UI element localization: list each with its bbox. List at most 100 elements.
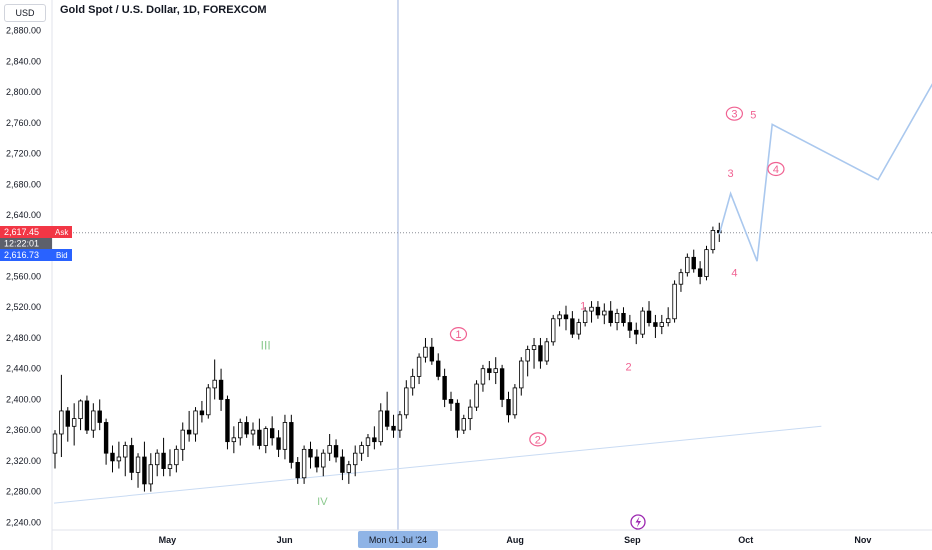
x-tick-label: Oct (738, 535, 753, 545)
svg-text:2: 2 (535, 434, 541, 446)
candle (142, 441, 147, 492)
candle (582, 307, 588, 327)
y-tick-label: 2,880.00 (6, 26, 41, 36)
candle (65, 407, 70, 442)
candle (506, 391, 511, 423)
bid-price-tag: 2,616.73 Bid (0, 249, 72, 261)
candle (186, 410, 192, 442)
candle (563, 305, 569, 331)
projection-path[interactable] (718, 40, 932, 262)
candle (340, 449, 345, 481)
svg-text:Mon 01 Jul '24: Mon 01 Jul '24 (369, 535, 427, 545)
y-tick-label: 2,280.00 (6, 487, 41, 497)
candle (646, 301, 652, 327)
candle (129, 437, 134, 481)
candle (544, 337, 550, 365)
candle (531, 337, 537, 369)
flash-icon[interactable] (630, 514, 646, 530)
wave-label: 1 (449, 327, 468, 342)
candle (321, 449, 326, 477)
candle (474, 380, 479, 411)
svg-text:5: 5 (750, 109, 756, 121)
candle (442, 368, 447, 408)
wave-labels: 1234512345IIIIVV(III) (261, 106, 785, 508)
candle (461, 414, 466, 434)
candle (397, 410, 403, 438)
candle (206, 384, 211, 419)
candle (269, 416, 275, 446)
candle (685, 253, 690, 277)
svg-text:4: 4 (773, 164, 779, 176)
currency-selector[interactable]: USD (4, 4, 46, 22)
candle (608, 301, 613, 327)
y-tick-label: 2,560.00 (6, 272, 41, 282)
wave-label: 2 (529, 432, 547, 447)
x-tick-label: Jun (277, 535, 293, 545)
candle (710, 226, 716, 254)
wave-label: IV (317, 496, 328, 508)
symbol-title: Gold Spot / U.S. Dollar, 1D, FOREXCOM (60, 4, 267, 16)
candle (570, 311, 575, 338)
candle (691, 249, 696, 273)
candle (59, 374, 64, 458)
svg-text:1: 1 (455, 329, 461, 341)
ask-price-tag: 2,617.45 Ask (0, 226, 72, 238)
candle (665, 307, 671, 327)
candle (250, 422, 256, 446)
candle (372, 426, 377, 450)
candle (91, 403, 96, 438)
candle (627, 314, 633, 338)
wave-label: III (261, 339, 271, 353)
candle (78, 399, 83, 431)
candle (480, 364, 486, 392)
price-axis-background (0, 0, 52, 530)
candle (353, 445, 358, 477)
support-trendline[interactable] (53, 425, 822, 504)
candle (634, 322, 639, 345)
y-tick-label: 2,440.00 (6, 364, 41, 374)
candle (263, 426, 268, 454)
candle (621, 307, 626, 327)
candle (154, 449, 160, 477)
candle (429, 337, 435, 365)
candle (110, 445, 115, 473)
candle (678, 268, 684, 292)
candle (327, 433, 332, 461)
candle (448, 391, 454, 411)
candle (161, 437, 166, 477)
candle (391, 414, 396, 438)
candle (301, 445, 307, 484)
candle (289, 414, 294, 469)
candle (384, 391, 390, 431)
x-tick-label: May (159, 535, 177, 545)
candle (238, 418, 243, 446)
svg-text:1: 1 (580, 301, 586, 313)
candle (538, 337, 543, 369)
candle (218, 368, 224, 411)
y-tick-label: 2,640.00 (6, 210, 41, 220)
candle (525, 345, 530, 377)
candle (589, 301, 594, 323)
candle (346, 460, 352, 484)
time-axis[interactable]: MayJunAugSepOctNovDec (52, 529, 932, 545)
candle (174, 445, 179, 473)
y-tick-label: 2,840.00 (6, 56, 41, 66)
y-tick-label: 2,400.00 (6, 394, 41, 404)
candle (103, 418, 109, 465)
candle (512, 384, 518, 419)
wave-label: 3 (728, 168, 734, 180)
price-axis[interactable]: 2,240.00 2,280.00 2,320.00 2,360.00 2,400.00… (0, 0, 53, 550)
y-tick-label: 2,360.00 (6, 425, 41, 435)
candle (359, 441, 364, 461)
candle (487, 361, 492, 381)
svg-text:III: III (261, 339, 271, 353)
candle (116, 441, 122, 469)
candle (193, 407, 198, 442)
candle (576, 318, 581, 340)
candle (225, 395, 230, 450)
candle (276, 430, 281, 458)
candle (614, 308, 620, 331)
bid-price-value: 2,616.73 (4, 250, 39, 260)
y-tick-label: 2,480.00 (6, 333, 41, 343)
